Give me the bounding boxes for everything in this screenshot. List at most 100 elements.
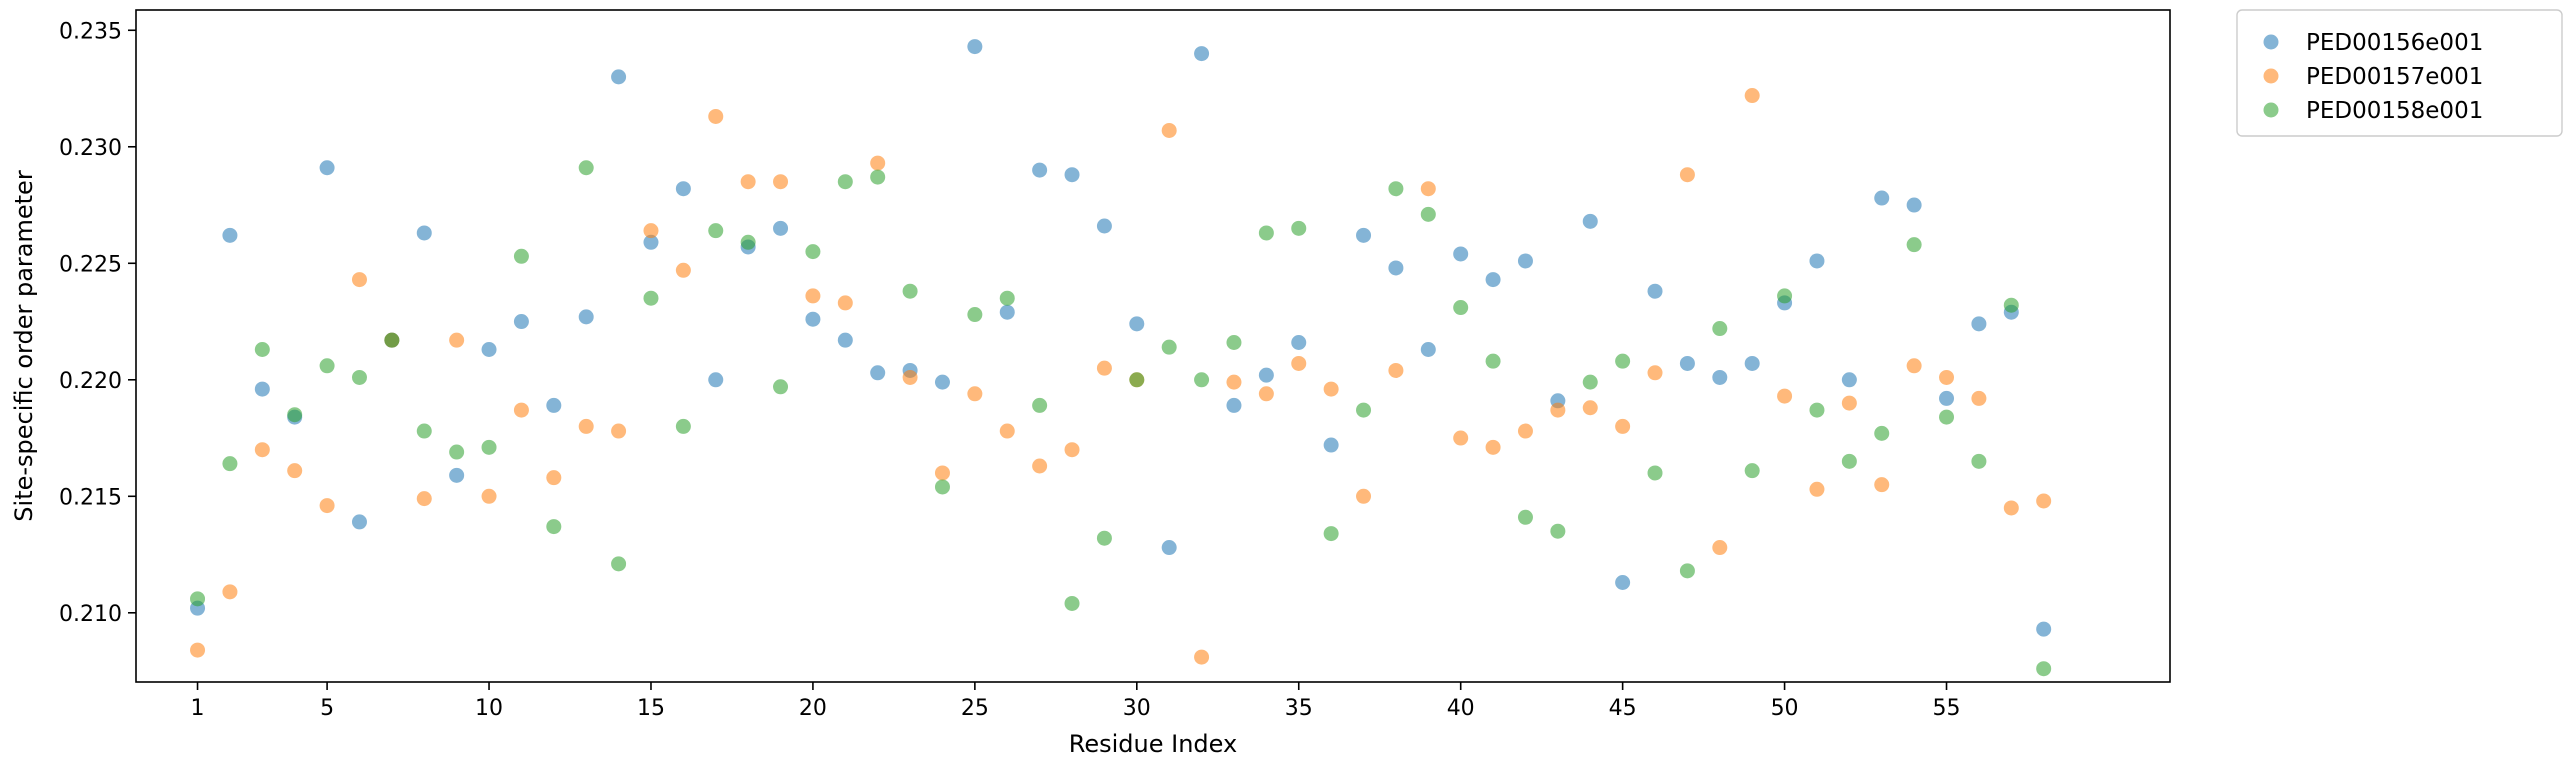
data-point [1194,46,1210,62]
data-point [1874,425,1890,441]
y-axis: 0.210 0.215 0.220 0.225 0.230 0.235 [59,19,136,627]
y-tick-label: 0.230 [59,136,122,161]
data-point [578,418,594,434]
data-point [1064,442,1080,458]
data-point [1453,300,1469,316]
data-point [1679,167,1695,183]
data-point [1744,463,1760,479]
data-point [319,160,335,176]
data-point [449,332,465,348]
data-point [1485,439,1501,455]
legend-marker [2263,102,2279,118]
data-point [1517,509,1533,525]
y-axis-label: Site-specific order parameter [10,170,38,522]
x-tick-label: 30 [1123,696,1151,721]
x-tick-label: 40 [1447,696,1475,721]
data-point [1550,402,1566,418]
data-point [1420,206,1436,222]
data-point [675,181,691,197]
data-point [1647,283,1663,299]
data-point [1226,335,1242,350]
data-point [643,223,659,239]
data-point [384,332,400,348]
data-point [773,174,789,190]
data-point [1323,526,1339,542]
data-point [449,444,465,460]
x-tick-label: 15 [637,696,665,721]
data-point [1712,369,1728,385]
data-point [708,372,724,388]
data-point [934,374,950,390]
data-point [1258,386,1274,402]
data-point [1096,218,1112,234]
data-point [1258,225,1274,241]
data-point [1356,402,1372,418]
x-tick-label: 20 [799,696,827,721]
data-point [967,307,983,323]
data-point [967,39,983,55]
data-point [1615,353,1631,369]
x-tick-label: 35 [1285,696,1313,721]
data-point [1679,563,1695,579]
data-point [773,379,789,395]
data-point [1841,372,1857,388]
data-point [222,456,238,472]
y-tick-label: 0.235 [59,19,122,44]
data-point [1841,453,1857,469]
data-point [1647,365,1663,381]
data-point [1032,162,1048,178]
data-point [222,584,238,600]
data-point [1420,342,1436,357]
data-point [1809,253,1825,269]
data-point [870,169,886,185]
data-point [513,248,529,264]
data-point [1841,395,1857,411]
data-point [1874,477,1890,493]
data-point [805,311,821,327]
data-point [1032,397,1048,413]
data-point [870,365,886,381]
y-tick-label: 0.220 [59,369,122,394]
data-point [1356,227,1372,243]
x-tick-label: 45 [1609,696,1637,721]
data-point [1517,423,1533,439]
data-points [190,39,2052,677]
data-point [1582,213,1598,229]
data-point [773,220,789,236]
data-point [1291,220,1307,236]
data-point [1161,540,1177,556]
data-point [1258,367,1274,383]
data-point [1971,453,1987,469]
data-point [611,556,627,572]
data-point [287,463,303,479]
data-point [837,295,853,311]
data-point [1453,430,1469,446]
data-point [513,314,529,330]
data-point [190,642,206,658]
data-point [546,470,562,486]
data-point [1194,649,1210,665]
data-point [546,519,562,535]
data-point [675,418,691,434]
data-point [1939,409,1955,425]
y-tick-label: 0.210 [59,602,122,627]
x-tick-label: 50 [1771,696,1799,721]
data-point [319,358,335,374]
data-point [481,439,497,455]
data-point [1679,355,1695,371]
data-point [740,174,756,190]
data-point [513,402,529,418]
data-point [1906,237,1922,253]
data-point [805,244,821,260]
data-point [1323,437,1339,453]
data-point [1615,418,1631,434]
data-point [287,407,303,423]
data-point [1129,316,1145,332]
data-point [999,423,1015,439]
data-point [1939,390,1955,406]
data-point [1032,458,1048,474]
data-point [1096,530,1112,546]
data-point [1615,575,1631,590]
data-point [1939,369,1955,385]
series-PED00157e001 [190,88,2052,665]
